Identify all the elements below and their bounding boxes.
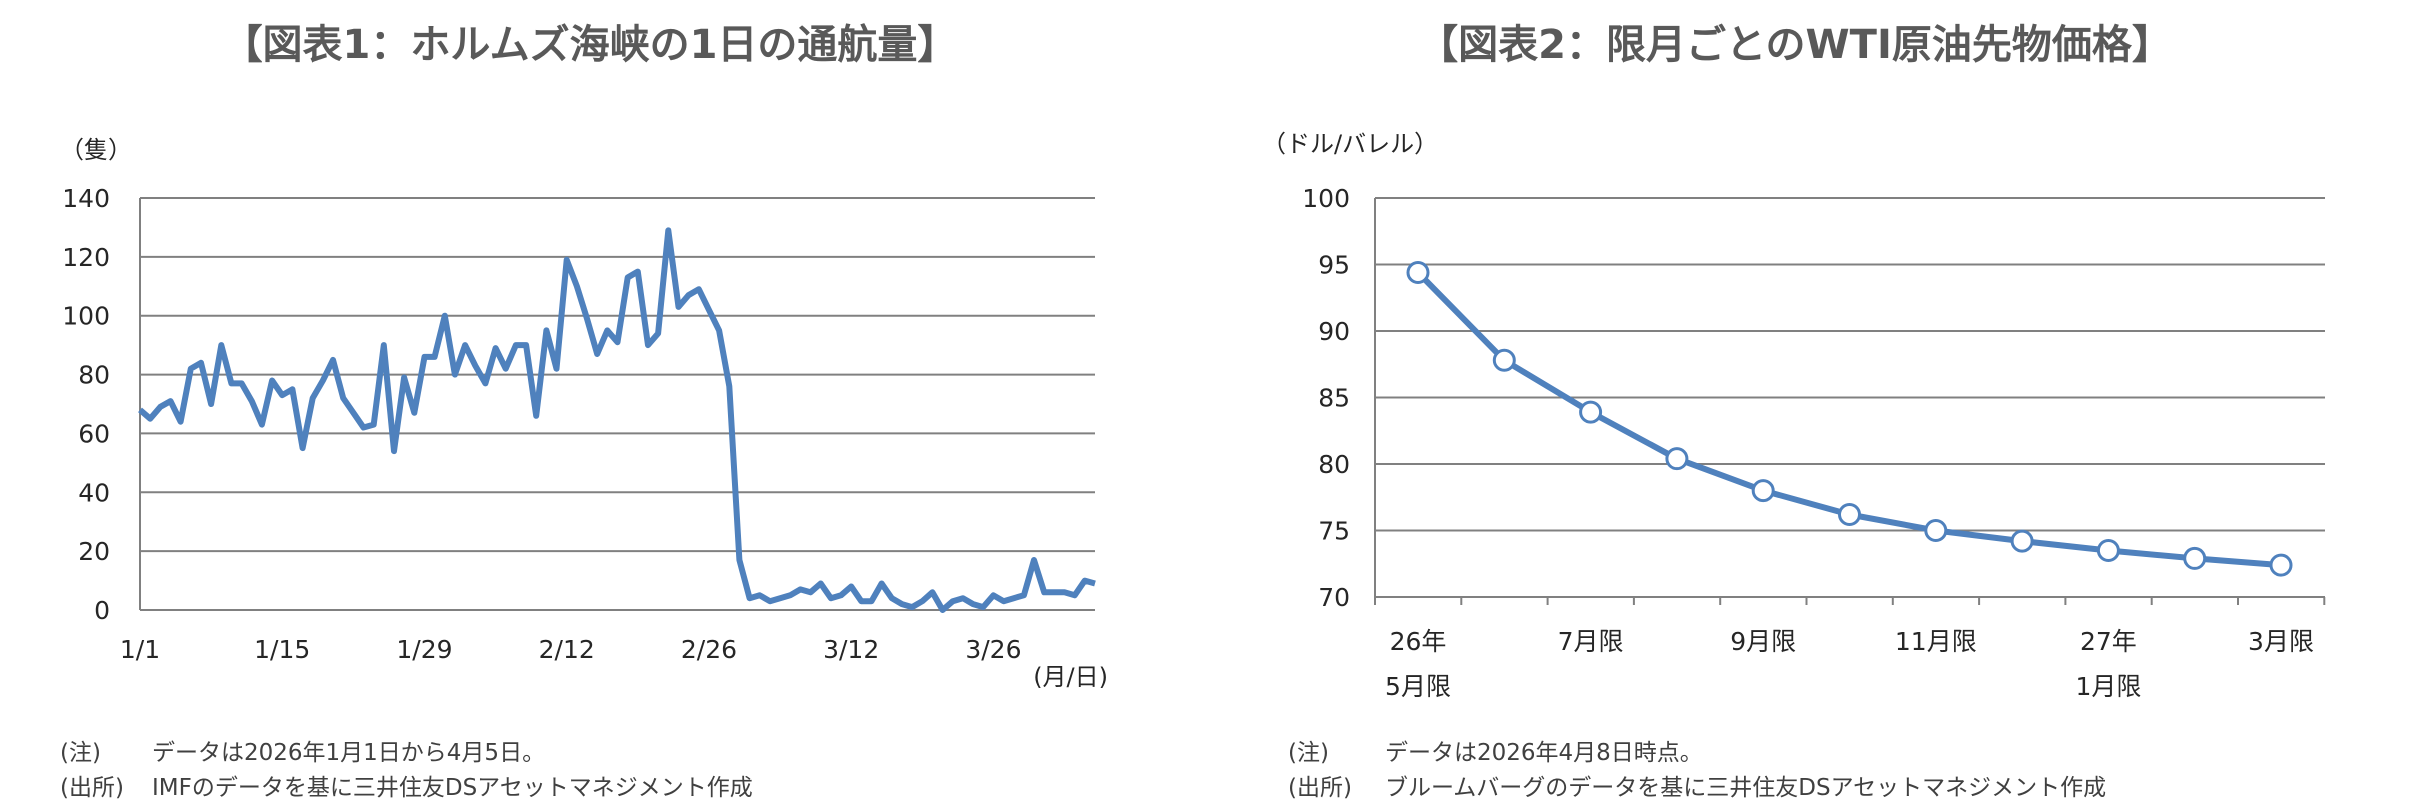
chart1-title: 【図表1：ホルムズ海峡の1日の通航量】 bbox=[223, 22, 958, 68]
chart2-y-unit: （ドル/バレル） bbox=[1262, 130, 1438, 158]
chart1-y-tick-label: 100 bbox=[62, 302, 110, 331]
chart1-note-text: データは2026年1月1日から4月5日。 bbox=[152, 740, 545, 766]
chart2-x-tick-label: 3月限 bbox=[2248, 627, 2314, 656]
chart1-source-label: (出所) bbox=[60, 775, 124, 801]
chart2-note-text: データは2026年4月8日時点。 bbox=[1385, 740, 1703, 766]
chart2-y-tick-label: 95 bbox=[1318, 251, 1350, 280]
chart2-x-tick-label: 26年 bbox=[1390, 627, 1447, 656]
chart2-x-tick-label-line2: 1月限 bbox=[2075, 672, 2141, 701]
chart2-data-point bbox=[1406, 260, 1430, 284]
chart2-x-tick-label: 27年 bbox=[2080, 627, 2137, 656]
chart1-x-unit: (月/日) bbox=[1033, 663, 1108, 691]
chart1-y-tick-label: 20 bbox=[78, 537, 110, 566]
chart1-x-tick-label: 1/1 bbox=[120, 635, 160, 664]
chart1-x-tick-label: 2/26 bbox=[681, 635, 737, 664]
chart2-y-tick-label: 70 bbox=[1318, 583, 1350, 612]
chart1-x-tick-label: 1/29 bbox=[396, 635, 452, 664]
chart1-x-tick-label: 3/12 bbox=[823, 635, 879, 664]
chart2-data-point bbox=[1751, 479, 1775, 503]
chart2-y-tick-label: 100 bbox=[1302, 184, 1350, 213]
chart1-series bbox=[138, 227, 1096, 613]
chart2-series bbox=[1406, 260, 2293, 577]
chart2-x-tick-label-line2: 5月限 bbox=[1385, 672, 1451, 701]
chart1-y-unit: （隻） bbox=[60, 136, 132, 164]
chart1-y-tick-labels: 0 20 40 60 80 100 120 140 bbox=[62, 184, 110, 625]
chart1-y-tick-label: 80 bbox=[78, 361, 110, 390]
chart1-note-label: (注) bbox=[60, 740, 101, 766]
chart2-x-tick-label: 9月限 bbox=[1730, 627, 1796, 656]
chart2-x-tick-label: 7月限 bbox=[1558, 627, 1624, 656]
chart2-y-tick-label: 85 bbox=[1318, 384, 1350, 413]
chart1-y-tick-label: 140 bbox=[62, 184, 110, 213]
chart1-x-tick-labels: 1/1 1/15 1/29 2/12 2/26 3/12 3/26 bbox=[120, 635, 1022, 664]
chart2-title: 【図表2：限月ごとのWTI原油先物価格】 bbox=[1418, 22, 2172, 68]
chart2-data-point bbox=[2183, 546, 2207, 570]
chart1-x-tick-label: 2/12 bbox=[539, 635, 595, 664]
chart2-data-point bbox=[1492, 348, 1516, 372]
chart2-y-tick-label: 75 bbox=[1318, 517, 1350, 546]
chart1-source-text: IMFのデータを基に三井住友DSアセットマネジメント作成 bbox=[152, 775, 753, 801]
chart2-data-point bbox=[1924, 519, 1948, 542]
chart2-data-point bbox=[1579, 400, 1603, 424]
chart1-y-tick-label: 60 bbox=[78, 419, 110, 448]
chart2-note-label: (注) bbox=[1288, 740, 1329, 766]
chart1-y-tick-label: 120 bbox=[62, 243, 110, 272]
chart1-gridlines bbox=[139, 197, 1095, 611]
chart2-gridlines bbox=[1374, 197, 2326, 605]
chart2-y-tick-labels: 70 75 80 85 90 95 100 bbox=[1302, 184, 1350, 612]
chart2-source-text: ブルームバーグのデータを基に三井住友DSアセットマネジメント作成 bbox=[1385, 775, 2106, 801]
chart1-y-tick-label: 40 bbox=[78, 478, 110, 507]
chart2-source-label: (出所) bbox=[1288, 775, 1352, 801]
chart2-y-tick-label: 90 bbox=[1318, 317, 1350, 346]
chart1-series-line bbox=[138, 227, 1096, 613]
chart2-data-point bbox=[2269, 553, 2293, 577]
chart2-data-point bbox=[2096, 538, 2120, 562]
chart2-y-tick-label: 80 bbox=[1318, 450, 1350, 479]
chart1-x-tick-label: 1/15 bbox=[254, 635, 310, 664]
chart2-x-tick-labels: 26年 5月限 7月限 9月限 11月限 27年 1月限 3月限 bbox=[1385, 627, 2314, 701]
chart2-data-point bbox=[2010, 529, 2034, 553]
chart2-x-tick-label: 11月限 bbox=[1895, 627, 1977, 656]
chart2-data-point bbox=[1838, 503, 1861, 527]
chart1-x-tick-label: 3/26 bbox=[965, 635, 1021, 664]
chart1-y-tick-label: 0 bbox=[94, 596, 110, 625]
chart2-data-point bbox=[1665, 447, 1689, 471]
